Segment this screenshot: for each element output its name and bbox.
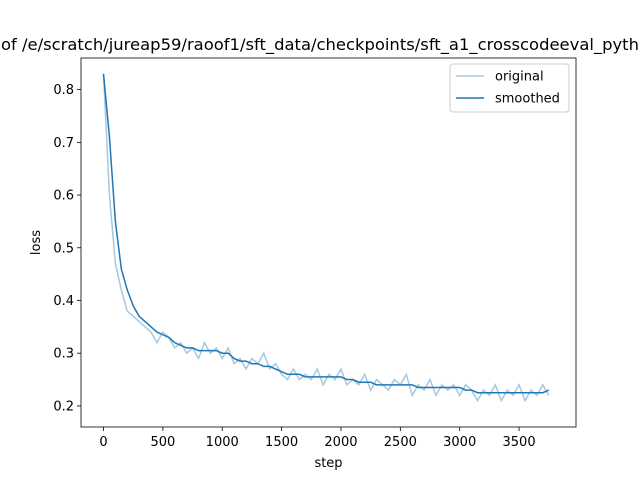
y-tick-label: 0.5 xyxy=(53,241,74,256)
chart-title: of /e/scratch/jureap59/raoof1/sft_data/c… xyxy=(1,35,639,55)
y-tick-label: 0.6 xyxy=(53,189,74,204)
series-line xyxy=(102,73,550,394)
x-tick-label: 500 xyxy=(150,435,175,450)
x-axis-label: step xyxy=(314,456,342,471)
y-tick-label: 0.7 xyxy=(53,136,74,151)
x-tick-label: 3000 xyxy=(443,435,476,450)
x-tick-label: 1500 xyxy=(265,435,298,450)
y-tick-label: 0.4 xyxy=(53,294,74,309)
y-tick-label: 0.2 xyxy=(53,399,74,414)
legend-label: original xyxy=(495,70,544,85)
x-tick-label: 1000 xyxy=(206,435,239,450)
legend-label: smoothed xyxy=(495,92,560,107)
y-tick-label: 0.8 xyxy=(53,83,74,98)
y-tick-label: 0.3 xyxy=(53,347,74,362)
axes-frame xyxy=(80,57,577,428)
series-line xyxy=(102,73,550,403)
x-tick-label: 2000 xyxy=(324,435,357,450)
x-tick-label: 0 xyxy=(99,435,107,450)
x-tick-label: 3500 xyxy=(503,435,536,450)
y-axis-label: loss xyxy=(29,230,44,255)
x-tick-label: 2500 xyxy=(384,435,417,450)
